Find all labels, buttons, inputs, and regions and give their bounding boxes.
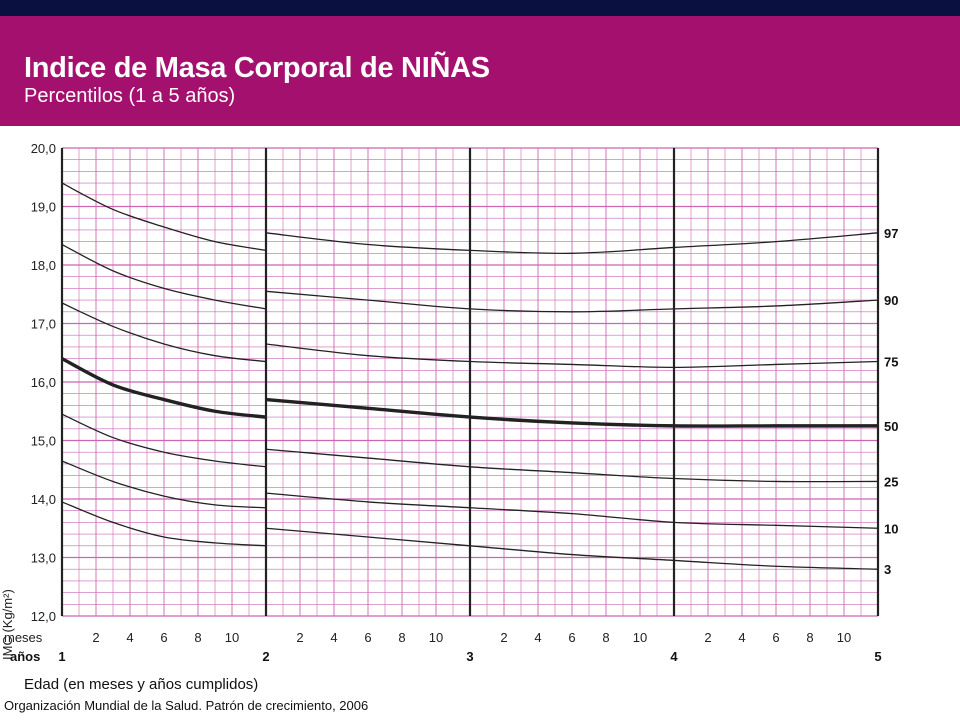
percentile-50-line	[61, 357, 267, 419]
year-tick-label: 3	[466, 649, 473, 664]
percentile-90-line	[61, 243, 267, 310]
month-tick-label: 10	[429, 630, 443, 645]
month-tick-label: 8	[398, 630, 405, 645]
source-note: Organización Mundial de la Salud. Patrón…	[4, 698, 369, 713]
y-tick-label: 16,0	[31, 375, 56, 390]
y-tick-label: 17,0	[31, 317, 56, 332]
y-tick-labels: 12,0 13,0 14,0 15,0 16,0 17,0 18,0 19,0 20,0	[31, 141, 56, 624]
month-tick-label: 2	[500, 630, 507, 645]
percentile-10-line	[265, 492, 879, 529]
month-tick-label: 4	[126, 630, 133, 645]
month-tick-label: 10	[633, 630, 647, 645]
y-tick-label: 12,0	[31, 609, 56, 624]
percentile-97-line	[265, 232, 879, 255]
y-tick-label: 13,0	[31, 551, 56, 566]
percentile-97-label: 97	[884, 226, 898, 241]
percentile-labels: 97 90 75 50 25 10 3	[884, 226, 898, 577]
y-tick-label: 14,0	[31, 492, 56, 507]
y-tick-label: 20,0	[31, 141, 56, 156]
percentile-10-label: 10	[884, 521, 898, 536]
top-bar	[0, 0, 960, 16]
years-row-label: años	[10, 649, 40, 664]
percentile-75-line	[61, 302, 267, 363]
percentile-90-label: 90	[884, 293, 898, 308]
year-tick-label: 1	[58, 649, 65, 664]
month-tick-label: 6	[568, 630, 575, 645]
header-banner: Indice de Masa Corporal de NIÑAS Percent…	[0, 16, 960, 126]
percentile-25-line	[61, 413, 267, 468]
bmi-percentile-chart: 12,0 13,0 14,0 15,0 16,0 17,0 18,0 19,0 20,0 IMC…	[0, 141, 898, 664]
month-tick-label: 10	[837, 630, 851, 645]
percentile-50-line	[265, 397, 878, 428]
percentile-75-line	[265, 343, 879, 369]
month-tick-label: 6	[364, 630, 371, 645]
month-tick-label: 4	[738, 630, 745, 645]
month-tick-label: 2	[92, 630, 99, 645]
month-tick-label: 8	[194, 630, 201, 645]
percentile-3-label: 3	[884, 562, 891, 577]
month-tick-label: 2	[704, 630, 711, 645]
y-axis-label: IMC (Kg/m²)	[0, 589, 15, 660]
year-tick-label: 2	[262, 649, 269, 664]
x-axis-title: Edad (en meses y años cumplidos)	[24, 676, 259, 693]
month-tick-label: 4	[534, 630, 541, 645]
percentile-3-line	[265, 527, 879, 570]
month-tick-label: 2	[296, 630, 303, 645]
y-tick-label: 19,0	[31, 200, 56, 215]
percentile-50-label: 50	[884, 419, 898, 434]
month-tick-label: 8	[602, 630, 609, 645]
month-tick-label: 4	[330, 630, 337, 645]
months-row-label: meses	[4, 630, 43, 645]
percentile-25-label: 25	[884, 474, 898, 489]
y-tick-label: 15,0	[31, 434, 56, 449]
percentile-75-label: 75	[884, 355, 898, 370]
percentile-25-line	[265, 448, 879, 483]
year-tick-label: 4	[670, 649, 678, 664]
chart-grid	[60, 147, 880, 617]
percentile-3-line	[61, 501, 267, 547]
month-tick-label: 10	[225, 630, 239, 645]
percentile-curves	[61, 182, 879, 570]
percentile-90-line	[265, 290, 879, 313]
y-tick-label: 18,0	[31, 258, 56, 273]
percentile-97-line	[61, 182, 267, 252]
month-tick-label: 6	[160, 630, 167, 645]
year-tick-label: 5	[874, 649, 881, 664]
page-subtitle: Percentilos (1 a 5 años)	[24, 85, 236, 107]
month-tick-label: 6	[772, 630, 779, 645]
percentile-10-line	[61, 460, 267, 509]
page-title: Indice de Masa Corporal de NIÑAS	[24, 52, 490, 84]
month-tick-label: 8	[806, 630, 813, 645]
